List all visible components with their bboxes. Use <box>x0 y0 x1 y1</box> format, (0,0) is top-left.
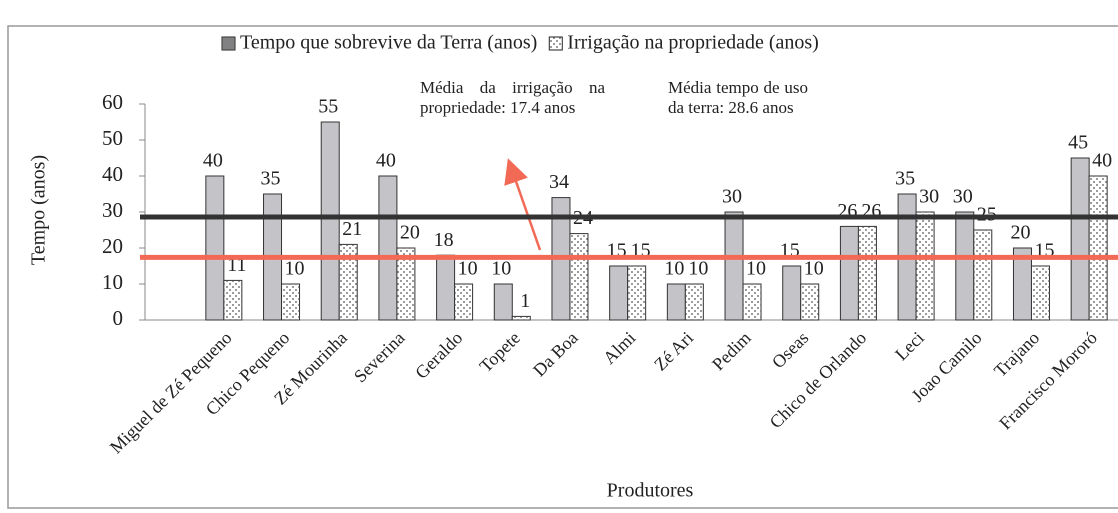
data-label: 20 <box>1010 222 1030 244</box>
data-label: 45 <box>1068 132 1088 154</box>
x-tick-label: Pedim <box>708 328 755 375</box>
bar <box>493 283 513 321</box>
x-tick-label: Zé Ari <box>650 328 697 375</box>
bar-pattern <box>685 284 704 320</box>
x-tick-label: Geraldo <box>411 328 466 383</box>
x-tick-label: Leci <box>891 328 928 365</box>
data-label: 20 <box>400 222 420 244</box>
data-label: 21 <box>342 218 362 240</box>
bar-pattern <box>627 266 646 320</box>
bar <box>724 211 744 321</box>
bar-pattern <box>569 233 588 320</box>
data-label: 10 <box>664 258 684 280</box>
legend-swatch-pattern <box>549 37 563 50</box>
data-label: 10 <box>285 258 305 280</box>
y-tick-label: 50 <box>102 126 123 150</box>
annotation: Média tempo de uso da terra: 28.6 anos <box>668 78 808 117</box>
annotation: Média da irrigação na propriedade: 17.4 … <box>420 78 605 117</box>
bar <box>955 211 975 321</box>
y-tick-label: 20 <box>102 234 123 258</box>
bar-pattern <box>454 284 473 320</box>
bar-pattern <box>973 230 992 320</box>
bar <box>378 175 398 321</box>
bar-pattern <box>858 226 877 320</box>
x-axis-title: Produtores <box>607 480 694 502</box>
bar <box>1070 157 1090 321</box>
data-label: 35 <box>895 168 915 190</box>
bar <box>782 265 802 321</box>
bar <box>839 225 859 321</box>
x-tick-label: Chico de Orlando <box>766 328 871 433</box>
bar-pattern <box>1031 266 1050 320</box>
data-label: 30 <box>953 186 973 208</box>
bar <box>609 265 629 321</box>
bar <box>436 254 456 321</box>
legend-label: Irrigação na propriedade (anos) <box>567 32 819 54</box>
bar-pattern <box>743 284 762 320</box>
x-tick-label: Francisco Mororó <box>995 328 1101 434</box>
bar-pattern <box>339 244 358 320</box>
legend-swatch-pattern <box>222 37 235 50</box>
y-tick-label: 40 <box>102 162 123 186</box>
x-tick-label: Severina <box>350 328 409 387</box>
data-label: 40 <box>1092 150 1112 172</box>
y-tick-label: 60 <box>102 90 123 114</box>
data-label: 10 <box>491 258 511 280</box>
y-tick-label: 0 <box>113 306 124 330</box>
x-tick-label: Topete <box>475 328 524 377</box>
x-tick-label: Da Boa <box>529 328 582 381</box>
x-tick-label: Almi <box>599 328 639 368</box>
data-label: 10 <box>746 258 766 280</box>
frame <box>7 25 1118 509</box>
data-label: 30 <box>722 186 742 208</box>
bar-pattern <box>916 212 935 320</box>
bar-pattern <box>800 284 819 320</box>
y-tick-label: 10 <box>102 270 123 294</box>
y-axis-title: Tempo (anos) <box>28 155 50 265</box>
bar-pattern <box>1089 176 1108 320</box>
bar <box>205 175 225 321</box>
data-label: 10 <box>688 258 708 280</box>
data-label: 18 <box>434 229 454 251</box>
bar <box>320 121 340 321</box>
data-label: 35 <box>261 168 281 190</box>
data-label: 1 <box>520 290 530 312</box>
annotation-arrow <box>504 158 542 251</box>
data-label: 55 <box>318 96 338 118</box>
data-label: 40 <box>203 150 223 172</box>
bar-pattern <box>281 284 300 320</box>
y-tick-label: 30 <box>102 198 123 222</box>
legend-label: Tempo que sobrevive da Terra (anos) <box>240 32 537 54</box>
data-label: 30 <box>919 186 939 208</box>
bar-pattern <box>223 280 242 320</box>
data-label: 10 <box>804 258 824 280</box>
bar-pattern <box>396 248 415 320</box>
data-label: 34 <box>549 171 569 193</box>
x-tick-label: Trajano <box>990 328 1043 381</box>
bar <box>666 283 686 321</box>
data-label: 10 <box>458 258 478 280</box>
bar-pattern <box>512 316 531 320</box>
x-tick-label: Oseas <box>768 328 813 373</box>
data-label: 40 <box>376 150 396 172</box>
